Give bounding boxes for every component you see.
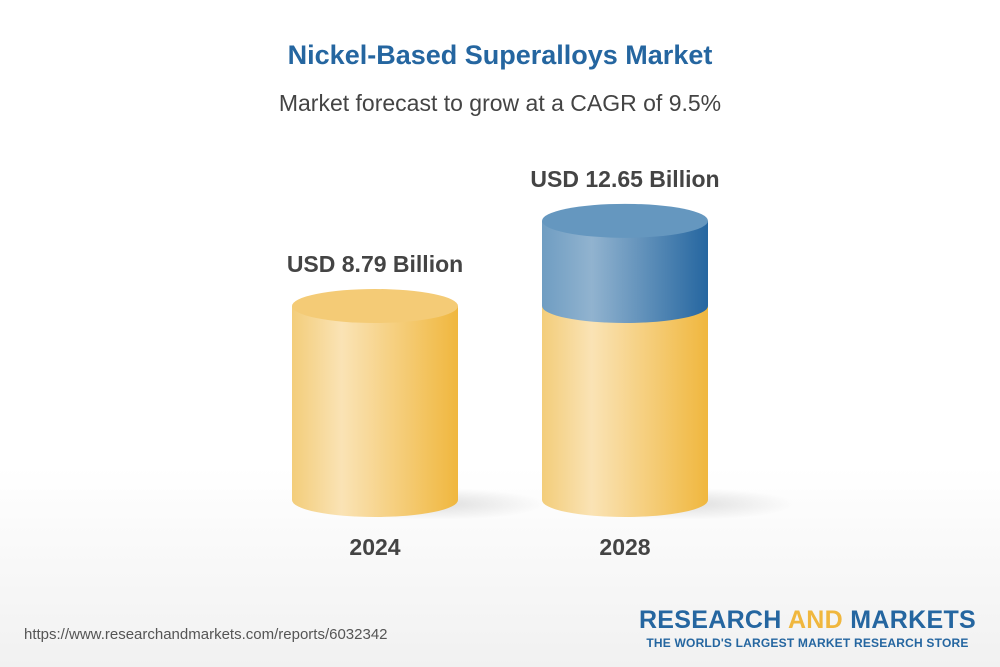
chart-subtitle: Market forecast to grow at a CAGR of 9.5…	[278, 90, 722, 116]
logo-tagline: THE WORLD'S LARGEST MARKET RESEARCH STOR…	[646, 636, 969, 650]
logo-text-and: AND	[787, 606, 844, 634]
chart-title: Nickel-Based Superalloys Market	[287, 40, 713, 70]
data-label: USD 12.65 Billion	[530, 166, 719, 192]
x-tick-label: 2028	[599, 534, 650, 560]
cylinder-top	[292, 289, 458, 324]
data-label: USD 8.79 Billion	[287, 251, 463, 277]
bar-2028-growth	[542, 220, 708, 323]
cylinder-top	[542, 203, 708, 238]
bar-2024-base	[292, 306, 458, 517]
logo-text: RESEARCH	[638, 606, 788, 634]
logo-text-markets: MARKETS	[843, 606, 976, 634]
bar-2028-base	[542, 306, 708, 517]
x-tick-label: 2024	[349, 534, 400, 560]
research-and-markets-logo: RESEARCH AND MARKETS THE WORLD'S LARGEST…	[639, 606, 976, 650]
source-url[interactable]: https://www.researchandmarkets.com/repor…	[24, 626, 388, 643]
